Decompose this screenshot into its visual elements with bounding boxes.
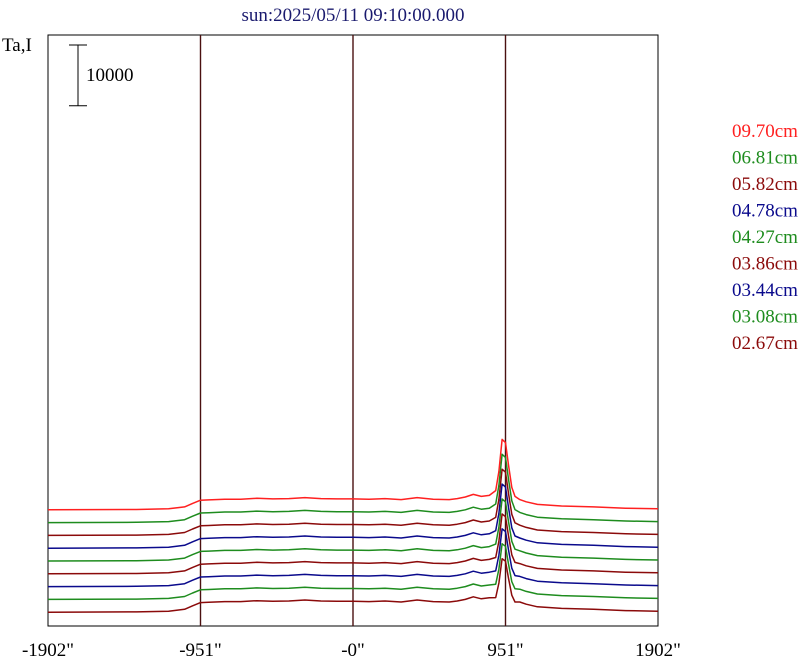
- legend-item: 02.67cm: [732, 333, 798, 354]
- series-line-03.86cm: [47, 513, 659, 575]
- x-tick-label: -0": [341, 640, 365, 661]
- series-line-09.70cm: [47, 438, 659, 511]
- series-line-06.81cm: [47, 453, 659, 524]
- legend-item: 09.70cm: [732, 121, 798, 142]
- x-tick-label: 1902": [635, 640, 681, 661]
- x-tick-labels: -1902" -951" -0" 951" 1902": [22, 640, 681, 661]
- chart-title: sun:2025/05/11 09:10:00.000: [241, 5, 464, 26]
- vertical-markers: [199, 35, 507, 626]
- scale-bar: 10000: [69, 44, 134, 107]
- legend-item: 04.78cm: [732, 201, 798, 222]
- legend-item: 03.44cm: [732, 280, 798, 301]
- series-line-05.82cm: [47, 468, 659, 537]
- legend-item: 03.86cm: [732, 254, 798, 275]
- legend-item: 03.08cm: [732, 307, 798, 328]
- series-line-02.67cm: [47, 557, 659, 613]
- x-tick-label: -951": [179, 640, 222, 661]
- x-tick-label: -1902": [22, 640, 74, 661]
- y-axis-label: Ta,I: [2, 35, 32, 56]
- series-line-04.78cm: [47, 483, 659, 549]
- legend: 09.70cm 06.81cm 05.82cm 04.78cm 04.27cm 03.86…: [732, 121, 798, 354]
- x-tick-label: 951": [487, 640, 523, 661]
- legend-item: 06.81cm: [732, 148, 798, 169]
- scale-bar-label: 10000: [86, 65, 134, 86]
- series-line-03.08cm: [47, 543, 659, 601]
- legend-item: 05.82cm: [732, 174, 798, 195]
- series-line-04.27cm: [47, 498, 659, 562]
- series-layer: [47, 438, 659, 613]
- legend-item: 04.27cm: [732, 227, 798, 248]
- series-line-03.44cm: [47, 528, 659, 588]
